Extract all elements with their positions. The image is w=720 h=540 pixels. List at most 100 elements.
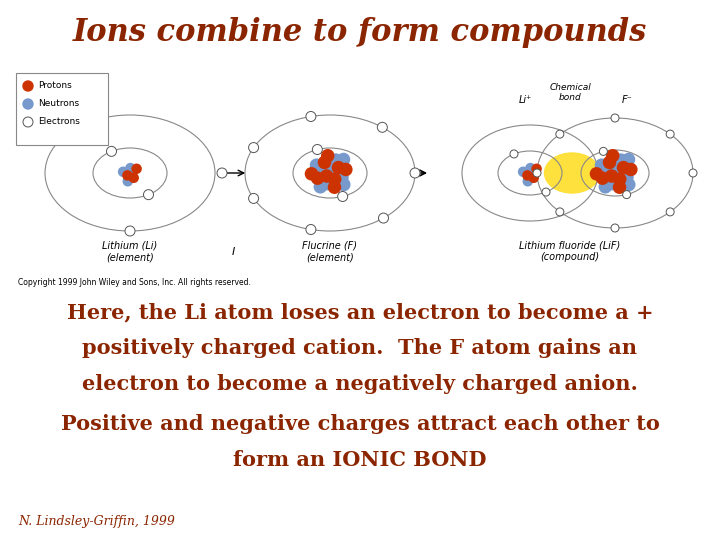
Circle shape bbox=[525, 168, 535, 178]
Circle shape bbox=[306, 225, 316, 234]
Circle shape bbox=[310, 158, 323, 172]
Circle shape bbox=[323, 166, 337, 180]
Circle shape bbox=[143, 190, 153, 200]
Circle shape bbox=[613, 180, 626, 194]
Circle shape bbox=[599, 165, 613, 178]
Text: form an IONIC BOND: form an IONIC BOND bbox=[233, 450, 487, 470]
Text: F⁻: F⁻ bbox=[621, 95, 632, 105]
Text: Neutrons: Neutrons bbox=[38, 99, 79, 109]
Circle shape bbox=[248, 193, 258, 204]
Circle shape bbox=[320, 177, 334, 191]
Circle shape bbox=[321, 149, 335, 163]
Circle shape bbox=[518, 166, 528, 177]
Circle shape bbox=[23, 99, 33, 109]
Circle shape bbox=[608, 166, 622, 180]
Circle shape bbox=[623, 191, 631, 199]
Circle shape bbox=[332, 161, 345, 174]
Text: Protons: Protons bbox=[38, 82, 72, 91]
Circle shape bbox=[312, 145, 323, 154]
Circle shape bbox=[128, 173, 139, 183]
Circle shape bbox=[314, 180, 327, 193]
Circle shape bbox=[609, 160, 622, 173]
Circle shape bbox=[23, 81, 33, 91]
Circle shape bbox=[606, 149, 619, 163]
Text: Ions combine to form compounds: Ions combine to form compounds bbox=[73, 17, 647, 48]
Circle shape bbox=[248, 143, 258, 153]
Text: Li⁺: Li⁺ bbox=[518, 95, 531, 105]
Circle shape bbox=[23, 117, 33, 127]
Circle shape bbox=[598, 180, 612, 193]
Circle shape bbox=[125, 226, 135, 236]
Circle shape bbox=[624, 163, 638, 176]
Circle shape bbox=[614, 153, 628, 167]
Text: Chemical
bond: Chemical bond bbox=[549, 83, 591, 102]
Circle shape bbox=[603, 156, 616, 169]
Circle shape bbox=[605, 170, 618, 183]
Circle shape bbox=[542, 188, 550, 196]
Circle shape bbox=[122, 170, 132, 180]
Circle shape bbox=[337, 153, 350, 166]
Circle shape bbox=[337, 178, 351, 191]
Circle shape bbox=[377, 122, 387, 132]
Circle shape bbox=[533, 169, 541, 177]
Circle shape bbox=[318, 156, 331, 169]
Text: Lithium fluoride (LiF): Lithium fluoride (LiF) bbox=[519, 240, 621, 250]
Circle shape bbox=[528, 173, 539, 183]
Circle shape bbox=[556, 130, 564, 138]
Circle shape bbox=[620, 171, 634, 184]
Circle shape bbox=[531, 164, 542, 174]
Circle shape bbox=[510, 150, 518, 158]
Circle shape bbox=[523, 176, 533, 186]
Text: (compound): (compound) bbox=[541, 252, 600, 262]
Circle shape bbox=[305, 167, 318, 180]
Circle shape bbox=[118, 166, 128, 177]
Circle shape bbox=[328, 172, 341, 186]
Circle shape bbox=[622, 178, 636, 191]
Circle shape bbox=[611, 224, 619, 232]
Circle shape bbox=[311, 171, 324, 185]
Circle shape bbox=[122, 176, 133, 186]
Circle shape bbox=[599, 147, 608, 156]
Text: Electrons: Electrons bbox=[38, 118, 80, 126]
Circle shape bbox=[613, 172, 626, 186]
Circle shape bbox=[339, 163, 353, 176]
Circle shape bbox=[315, 165, 328, 178]
Text: I: I bbox=[231, 247, 235, 257]
Circle shape bbox=[622, 153, 635, 166]
Circle shape bbox=[131, 164, 142, 174]
Circle shape bbox=[410, 168, 420, 178]
Circle shape bbox=[125, 163, 135, 173]
Circle shape bbox=[338, 192, 348, 201]
Circle shape bbox=[217, 168, 227, 178]
Circle shape bbox=[107, 146, 117, 157]
Circle shape bbox=[666, 130, 674, 138]
Circle shape bbox=[611, 114, 619, 122]
Text: Here, the Li atom loses an electron to become a +: Here, the Li atom loses an electron to b… bbox=[67, 302, 653, 322]
Circle shape bbox=[595, 171, 609, 185]
Text: N. Lindsley-Griffin, 1999: N. Lindsley-Griffin, 1999 bbox=[18, 515, 175, 528]
FancyBboxPatch shape bbox=[16, 73, 108, 145]
Text: electron to become a negatively charged anion.: electron to become a negatively charged … bbox=[82, 374, 638, 394]
Circle shape bbox=[125, 168, 135, 178]
Circle shape bbox=[328, 180, 341, 194]
Circle shape bbox=[689, 169, 697, 177]
Text: positively charged cation.  The F atom gains an: positively charged cation. The F atom ga… bbox=[83, 338, 637, 358]
Text: Flucrine (F): Flucrine (F) bbox=[302, 240, 358, 250]
Ellipse shape bbox=[544, 153, 600, 193]
Circle shape bbox=[320, 170, 333, 183]
Circle shape bbox=[522, 170, 533, 180]
Circle shape bbox=[595, 158, 608, 172]
Circle shape bbox=[324, 160, 337, 173]
Circle shape bbox=[590, 167, 603, 180]
Text: (element): (element) bbox=[306, 252, 354, 262]
Circle shape bbox=[306, 111, 316, 122]
Circle shape bbox=[525, 163, 536, 173]
Text: Lithium (Li): Lithium (Li) bbox=[102, 240, 158, 250]
Circle shape bbox=[329, 153, 343, 167]
Circle shape bbox=[617, 161, 630, 174]
Circle shape bbox=[606, 177, 619, 191]
Text: Copyright 1999 John Wiley and Sons, Inc. All rights reserved.: Copyright 1999 John Wiley and Sons, Inc.… bbox=[18, 278, 251, 287]
Circle shape bbox=[336, 171, 348, 184]
Text: (element): (element) bbox=[106, 252, 154, 262]
Text: Positive and negative charges attract each other to: Positive and negative charges attract ea… bbox=[60, 414, 660, 434]
